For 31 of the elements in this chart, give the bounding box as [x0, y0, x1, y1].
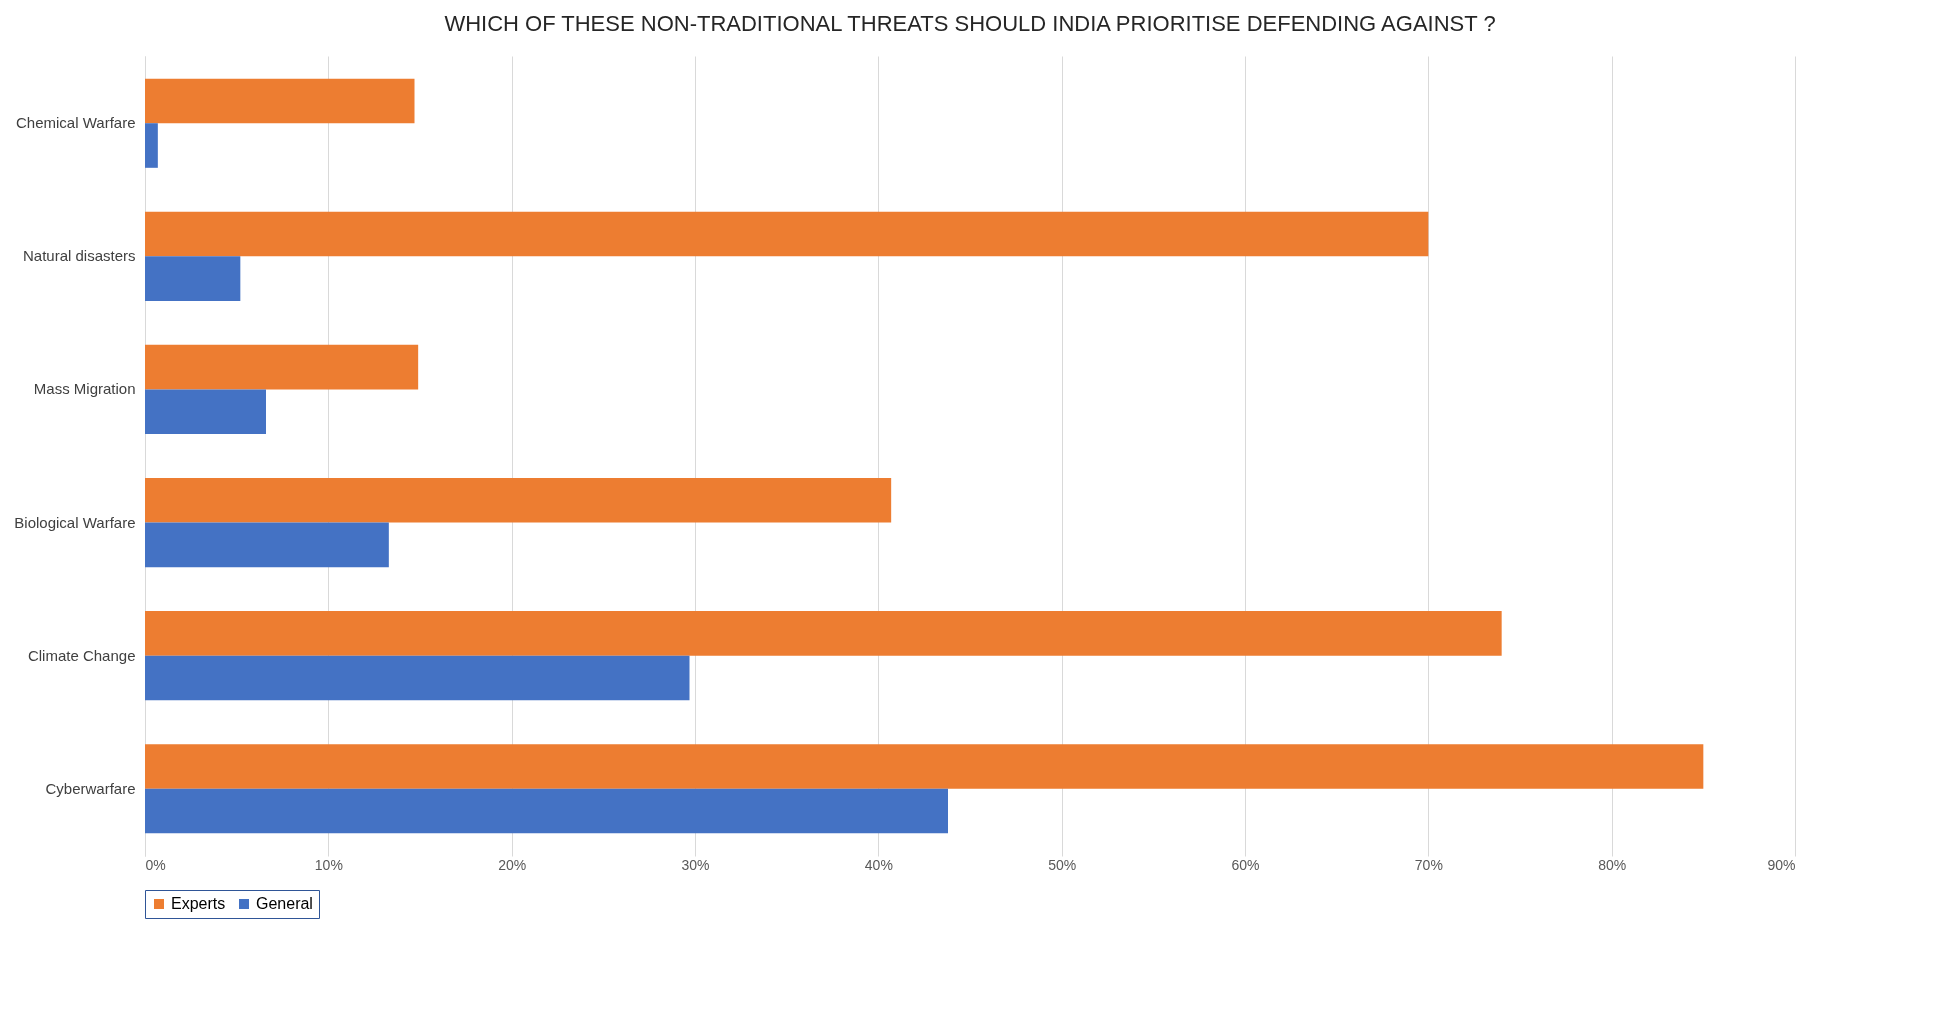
bar — [145, 522, 389, 568]
x-tick-label: 90% — [1767, 856, 1796, 873]
x-tick-label: 80% — [1598, 856, 1627, 873]
bar — [145, 744, 1704, 789]
x-tick-label: 60% — [1231, 856, 1260, 873]
y-tick-label: Chemical Warfare — [16, 114, 136, 132]
legend-label: Experts — [171, 895, 226, 912]
bar — [145, 78, 415, 124]
x-tick-label: 50% — [1048, 856, 1077, 873]
bar — [145, 611, 1502, 656]
bar — [145, 477, 892, 523]
chart-title: WHICH OF THESE NON-TRADITIONAL THREATS SHOULD INDIA PRIORITISE DEFENDING AGAINST ? — [444, 11, 1496, 36]
x-tick-label: 30% — [681, 856, 710, 873]
y-tick-label: Climate Change — [27, 646, 136, 664]
x-tick-label: 70% — [1414, 856, 1443, 873]
bar — [145, 256, 241, 301]
x-tick-label: 10% — [314, 856, 343, 873]
y-tick-label: Mass Migration — [33, 380, 136, 398]
y-tick-label: Cyberwarfare — [45, 779, 136, 797]
x-tick-label: 0% — [145, 856, 166, 873]
y-tick-label: Biological Warfare — [14, 513, 136, 531]
x-tick-label: 40% — [864, 856, 893, 873]
y-tick-label: Natural disasters — [22, 247, 136, 265]
bar — [145, 389, 266, 435]
bar — [145, 788, 948, 834]
bar — [145, 655, 690, 701]
bar — [145, 211, 1429, 257]
x-tick-label: 20% — [498, 856, 527, 873]
bar — [145, 344, 419, 390]
legend-label: General — [256, 895, 313, 912]
bar — [145, 123, 158, 168]
